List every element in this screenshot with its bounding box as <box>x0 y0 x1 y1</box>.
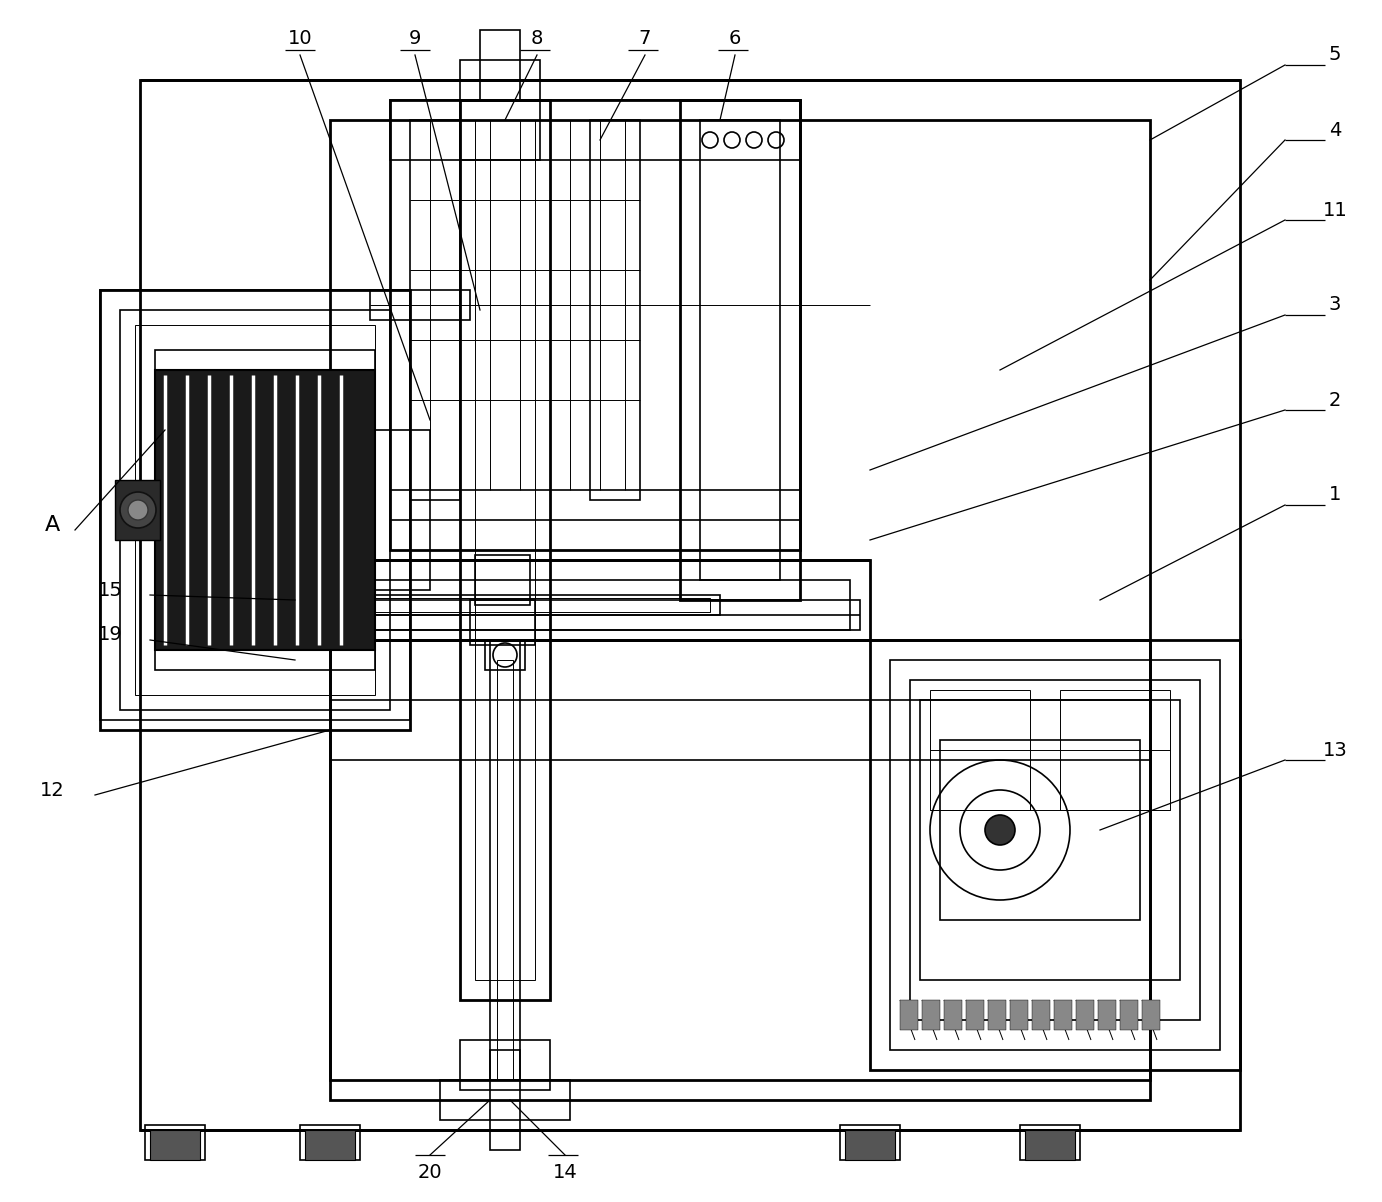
Bar <box>701 120 779 581</box>
Bar <box>909 680 1200 1020</box>
Bar <box>140 81 1240 1130</box>
Bar <box>370 430 430 590</box>
Bar <box>680 100 800 600</box>
Bar <box>1077 1000 1095 1030</box>
Text: 7: 7 <box>638 29 651 48</box>
Bar <box>1032 1000 1050 1030</box>
Text: 6: 6 <box>728 29 741 48</box>
Bar <box>155 350 375 670</box>
Bar <box>485 639 525 670</box>
Text: 2: 2 <box>1329 391 1341 410</box>
Text: A: A <box>44 514 59 535</box>
Text: 19: 19 <box>98 625 123 644</box>
Bar <box>330 560 871 639</box>
Bar <box>491 1051 520 1150</box>
Bar <box>370 290 470 320</box>
Bar <box>145 1125 205 1160</box>
Circle shape <box>985 815 1014 845</box>
Circle shape <box>120 492 156 528</box>
Bar <box>115 480 160 540</box>
Bar <box>590 120 640 500</box>
Bar <box>1025 1130 1075 1160</box>
Bar <box>871 639 1240 1070</box>
Bar <box>330 120 1150 1100</box>
Bar <box>1010 1000 1028 1030</box>
Text: 13: 13 <box>1323 740 1347 760</box>
Bar <box>439 1081 569 1120</box>
Text: 9: 9 <box>409 29 422 48</box>
Bar <box>350 595 720 615</box>
Bar <box>480 30 520 100</box>
Text: 12: 12 <box>40 780 65 799</box>
Bar <box>350 581 850 630</box>
Bar <box>100 290 410 730</box>
Bar <box>300 1125 359 1160</box>
Text: 11: 11 <box>1323 201 1347 220</box>
Bar <box>460 60 540 160</box>
Bar <box>155 370 375 650</box>
Text: 8: 8 <box>531 29 543 48</box>
Text: 1: 1 <box>1329 486 1341 505</box>
Bar <box>940 740 1140 920</box>
Bar <box>460 1040 550 1090</box>
Bar <box>900 1000 918 1030</box>
Bar <box>1119 1000 1137 1030</box>
Bar <box>988 1000 1006 1030</box>
Bar <box>1054 1000 1072 1030</box>
Text: 14: 14 <box>553 1162 578 1182</box>
Text: 3: 3 <box>1329 296 1341 315</box>
Bar <box>491 639 520 1081</box>
Bar <box>470 600 535 645</box>
Bar <box>390 100 800 551</box>
Bar <box>475 120 535 980</box>
Bar <box>944 1000 962 1030</box>
Bar <box>930 690 1030 810</box>
Text: 10: 10 <box>287 29 312 48</box>
Text: 4: 4 <box>1329 120 1341 139</box>
Bar <box>498 660 513 1081</box>
Bar <box>359 599 710 612</box>
Bar <box>840 1125 900 1160</box>
Bar <box>1060 690 1171 810</box>
Bar <box>890 660 1220 1051</box>
Bar <box>340 600 860 630</box>
Text: 15: 15 <box>98 581 123 600</box>
Bar <box>410 120 460 500</box>
Bar <box>966 1000 984 1030</box>
Bar <box>330 639 1150 1081</box>
Bar <box>305 1130 355 1160</box>
Circle shape <box>129 500 148 520</box>
Bar <box>1020 1125 1079 1160</box>
Bar <box>390 100 800 160</box>
Bar <box>135 325 375 695</box>
Bar <box>460 100 550 1000</box>
Bar <box>100 290 410 720</box>
Bar <box>1099 1000 1117 1030</box>
Bar <box>151 1130 200 1160</box>
Bar <box>1142 1000 1159 1030</box>
Bar <box>475 555 531 605</box>
Bar <box>922 1000 940 1030</box>
Bar <box>920 700 1180 980</box>
Text: 5: 5 <box>1328 46 1342 65</box>
Bar <box>844 1130 896 1160</box>
Text: 20: 20 <box>417 1162 442 1182</box>
Bar <box>120 310 390 710</box>
